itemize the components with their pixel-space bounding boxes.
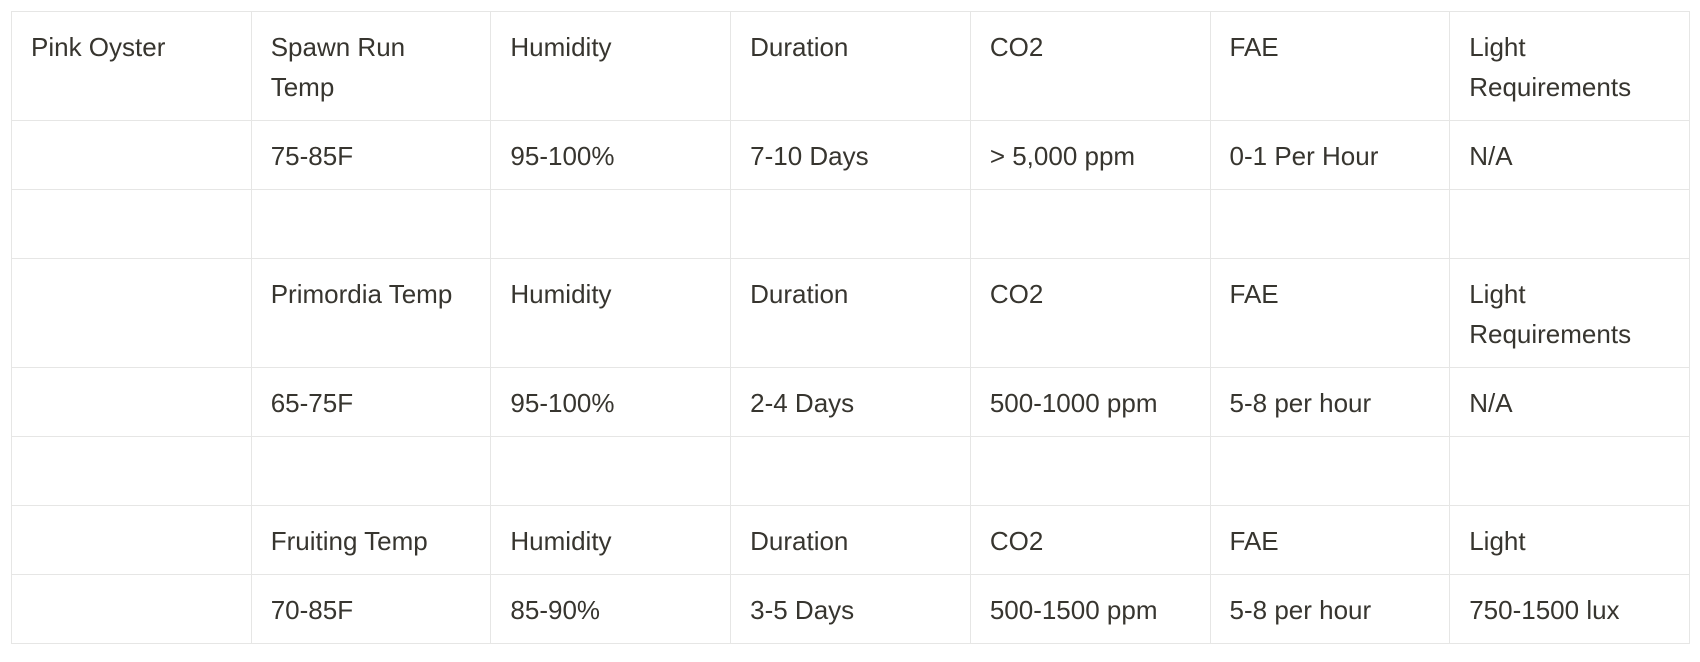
- table-cell: [1449, 436, 1690, 506]
- table-cell: 85-90%: [490, 574, 732, 644]
- table-cell: Light: [1449, 505, 1690, 575]
- table-cell: Light Requirements: [1449, 11, 1690, 121]
- table-cell: FAE: [1209, 505, 1451, 575]
- table-cell: N/A: [1449, 120, 1690, 190]
- table-cell: 70-85F: [250, 574, 492, 644]
- table-cell: [250, 189, 492, 259]
- table-cell: Duration: [730, 505, 971, 575]
- table-cell: [11, 436, 252, 506]
- table-cell: [1209, 436, 1451, 506]
- table-cell: FAE: [1209, 258, 1451, 368]
- table-cell: Spawn Run Temp: [250, 11, 492, 121]
- table-cell: Duration: [730, 11, 971, 121]
- table-cell: [490, 189, 732, 259]
- table-cell: FAE: [1209, 11, 1451, 121]
- table-cell: [730, 436, 971, 506]
- table-cell: 2-4 Days: [730, 367, 971, 437]
- table-row: [11, 189, 1690, 259]
- table-cell: 500-1500 ppm: [969, 574, 1211, 644]
- table-cell: [490, 436, 732, 506]
- table-row: Primordia Temp Humidity Duration CO2 FAE Ligh…: [11, 258, 1690, 368]
- table-cell: 0-1 Per Hour: [1209, 120, 1451, 190]
- table-row: Fruiting Temp Humidity Duration CO2 FAE Light: [11, 505, 1690, 575]
- table-cell: Fruiting Temp: [250, 505, 492, 575]
- table-cell: [11, 574, 252, 644]
- table-cell: N/A: [1449, 367, 1690, 437]
- table-cell: [1209, 189, 1451, 259]
- table-cell: 75-85F: [250, 120, 492, 190]
- table-cell: Humidity: [490, 258, 732, 368]
- table-cell: Pink Oyster: [11, 11, 252, 121]
- table-cell: [730, 189, 971, 259]
- table-cell: [11, 189, 252, 259]
- table-cell: 500-1000 ppm: [969, 367, 1211, 437]
- table-row: 75-85F 95-100% 7-10 Days > 5,000 ppm 0-1 Per…: [11, 120, 1690, 190]
- table-row: 70-85F 85-90% 3-5 Days 500-1500 ppm 5-8 per …: [11, 574, 1690, 644]
- table-cell: 5-8 per hour: [1209, 367, 1451, 437]
- table-cell: Primordia Temp: [250, 258, 492, 368]
- table-cell: Humidity: [490, 505, 732, 575]
- table-cell: 95-100%: [490, 120, 732, 190]
- table-cell: [969, 189, 1211, 259]
- table-cell: CO2: [969, 505, 1211, 575]
- table-row: 65-75F 95-100% 2-4 Days 500-1000 ppm 5-8 per…: [11, 367, 1690, 437]
- table-cell: [11, 367, 252, 437]
- table-cell: Humidity: [490, 11, 732, 121]
- table-cell: CO2: [969, 258, 1211, 368]
- table-cell: [250, 436, 492, 506]
- table-cell: [11, 505, 252, 575]
- data-table: Pink Oyster Spawn Run Temp Humidity Duratio…: [11, 11, 1690, 644]
- table-cell: 95-100%: [490, 367, 732, 437]
- table-cell: CO2: [969, 11, 1211, 121]
- table-cell: 65-75F: [250, 367, 492, 437]
- table-cell: [11, 258, 252, 368]
- table-cell: 5-8 per hour: [1209, 574, 1451, 644]
- table-cell: 7-10 Days: [730, 120, 971, 190]
- table-row: [11, 436, 1690, 506]
- table-row: Pink Oyster Spawn Run Temp Humidity Duratio…: [11, 11, 1690, 121]
- table-cell: Light Requirements: [1449, 258, 1690, 368]
- table-cell: > 5,000 ppm: [969, 120, 1211, 190]
- table-cell: 3-5 Days: [730, 574, 971, 644]
- table-cell: [1449, 189, 1690, 259]
- table-cell: [11, 120, 252, 190]
- table-cell: Duration: [730, 258, 971, 368]
- table-cell: [969, 436, 1211, 506]
- table-cell: 750-1500 lux: [1449, 574, 1690, 644]
